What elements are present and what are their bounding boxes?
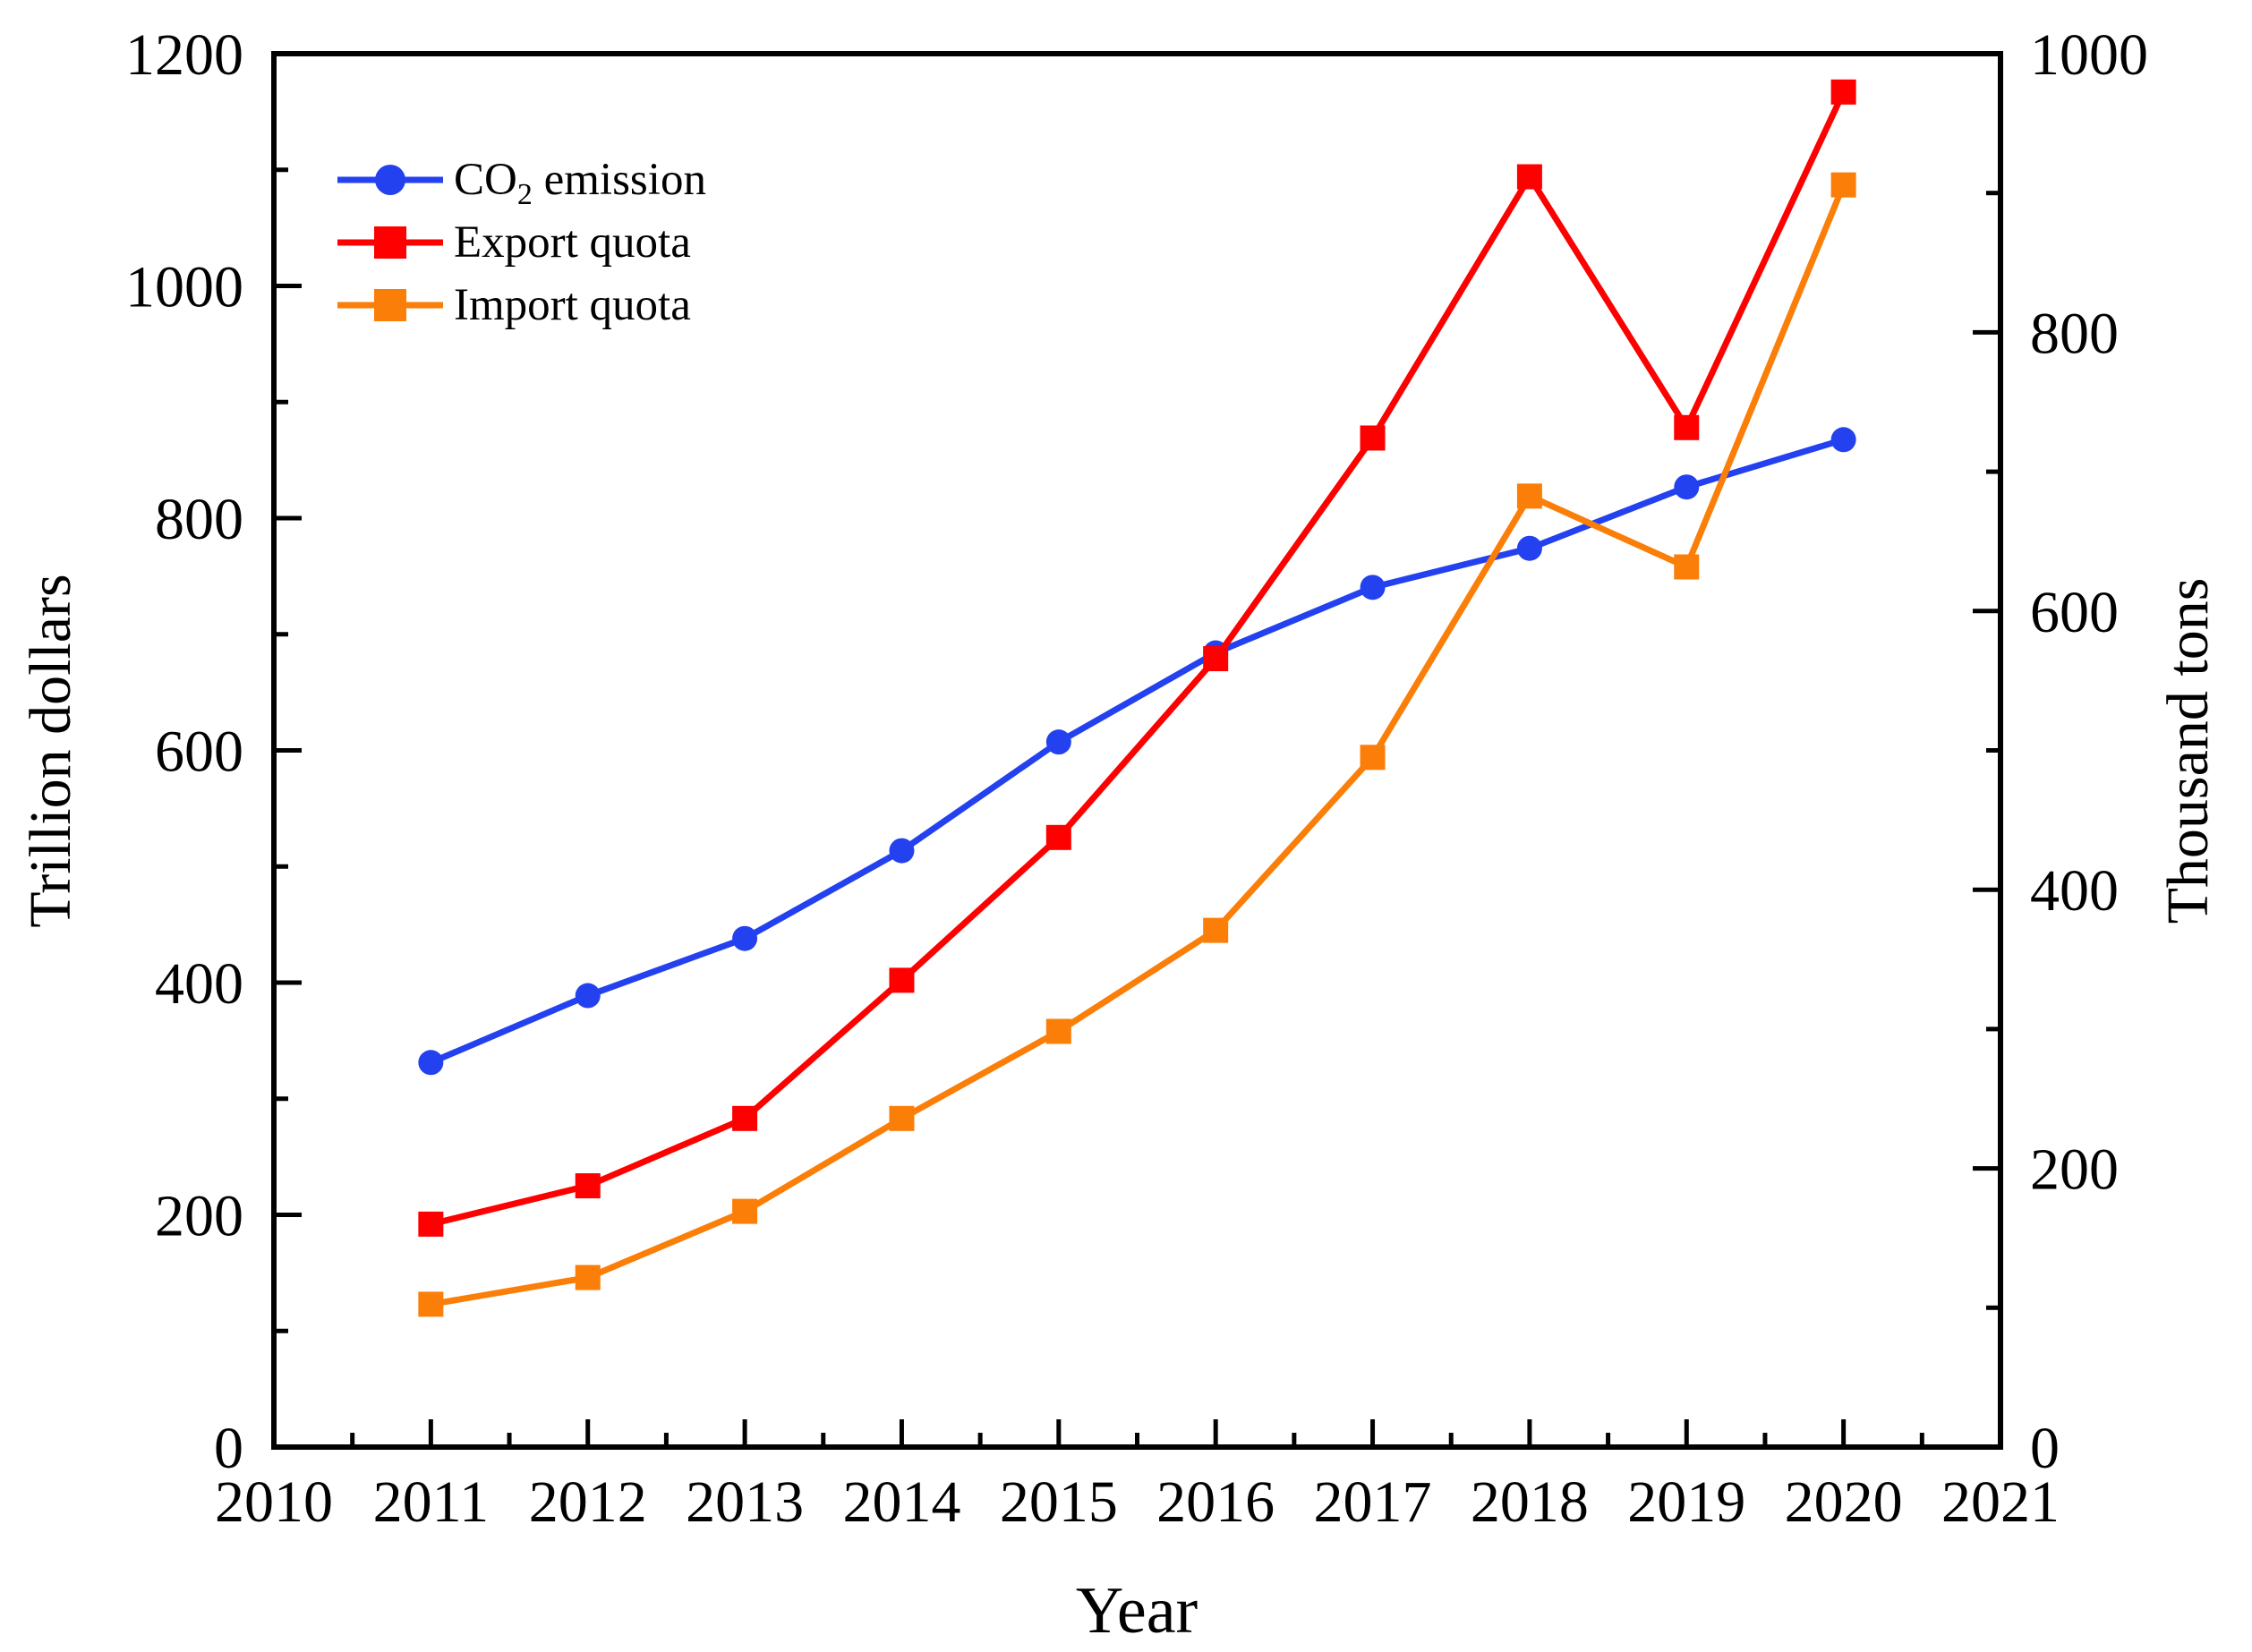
data-point-import-quota-2015: [1045, 1018, 1071, 1044]
x-axis-tick-label: 2020: [1785, 1469, 1903, 1535]
x-axis-tick-label: 2021: [1941, 1469, 2060, 1535]
data-point-import-quota-2012: [575, 1265, 601, 1290]
left-y-axis-tick-label: 800: [155, 487, 243, 552]
data-point-export-quota-2020: [1830, 79, 1856, 105]
right-axis-title: Thousand tons: [2155, 577, 2221, 924]
x-axis-tick-label: 2015: [1000, 1469, 1118, 1535]
legend-label-import-quota: Import quota: [454, 280, 691, 330]
data-point-co2-emission-2012: [575, 983, 601, 1009]
x-axis-tick-label: 2013: [686, 1469, 804, 1535]
data-point-export-quota-2019: [1674, 414, 1700, 440]
series-line-co2-emission: [429, 436, 1845, 1066]
data-point-co2-emission-2018: [1516, 535, 1542, 561]
data-point-import-quota-2017: [1360, 745, 1386, 771]
data-point-import-quota-2016: [1203, 917, 1229, 943]
x-axis-tick-label: 2017: [1314, 1469, 1432, 1535]
data-point-import-quota-2020: [1830, 172, 1856, 198]
x-axis-tick-label: 2019: [1627, 1469, 1745, 1535]
left-y-axis-tick-label: 0: [214, 1416, 243, 1481]
data-point-import-quota-2019: [1674, 554, 1700, 580]
series-line-export-quota: [430, 90, 1847, 1228]
x-axis-tick-label: 2011: [373, 1469, 490, 1535]
legend-item-export-quota: Export quota: [336, 211, 706, 274]
plot-frame: [271, 51, 2003, 1450]
data-point-co2-emission-2015: [1045, 729, 1071, 755]
data-point-co2-emission-2013: [732, 925, 758, 951]
right-y-axis-tick-label: 1000: [2030, 22, 2148, 88]
legend-label-export-quota: Export quota: [454, 217, 691, 268]
left-y-axis-tick-label: 400: [155, 951, 243, 1017]
data-point-export-quota-2013: [732, 1105, 758, 1131]
square-marker-icon: [374, 289, 406, 321]
data-point-import-quota-2011: [418, 1291, 444, 1317]
left-y-axis-tick-label: 200: [155, 1184, 243, 1249]
left-y-axis-tick-label: 600: [155, 720, 243, 785]
square-marker-icon: [374, 226, 406, 259]
x-axis-tick-label: 2010: [215, 1469, 333, 1535]
x-axis-tick-label: 2016: [1156, 1469, 1275, 1535]
data-point-co2-emission-2019: [1674, 474, 1700, 500]
data-point-export-quota-2015: [1045, 824, 1071, 850]
legend-label-co2-suffix: emission: [532, 155, 706, 205]
legend-label-co2-subscript: 2: [516, 178, 533, 212]
legend-swatch-import-quota: [337, 289, 443, 321]
data-point-export-quota-2017: [1360, 425, 1386, 451]
right-y-axis-tick-label: 200: [2030, 1137, 2119, 1203]
legend-swatch-export-quota: [337, 226, 443, 259]
data-point-export-quota-2016: [1203, 645, 1229, 671]
circle-marker-icon: [375, 165, 405, 195]
data-point-export-quota-2018: [1516, 164, 1542, 190]
legend-item-import-quota: Import quota: [336, 274, 706, 336]
legend-item-co2-emission: CO2 emission: [336, 149, 706, 211]
x-axis-tick-label: 2012: [529, 1469, 647, 1535]
legend-label-co2-emission: CO2 emission: [454, 154, 706, 210]
data-point-export-quota-2011: [418, 1211, 444, 1237]
series-line-import-quota: [430, 183, 1847, 1307]
right-y-axis-tick-label: 400: [2030, 858, 2119, 924]
legend: CO2 emission Export quota Import quota: [336, 149, 706, 336]
x-axis-tick-label: 2014: [842, 1469, 960, 1535]
left-y-axis-tick-label: 1000: [125, 255, 243, 320]
legend-label-co2-prefix: CO: [454, 155, 517, 205]
left-axis-title: Trillion dollars: [18, 574, 83, 928]
data-point-co2-emission-2014: [889, 838, 915, 864]
data-point-import-quota-2014: [889, 1105, 915, 1131]
data-point-export-quota-2014: [889, 967, 915, 993]
right-y-axis-tick-label: 600: [2030, 580, 2119, 645]
data-point-import-quota-2018: [1516, 483, 1542, 509]
left-y-axis-tick-label: 1200: [125, 22, 243, 88]
data-point-co2-emission-2017: [1360, 575, 1386, 600]
x-axis-tick-label: 2018: [1471, 1469, 1589, 1535]
right-y-axis-tick-label: 800: [2030, 301, 2119, 366]
data-point-import-quota-2013: [732, 1198, 758, 1224]
data-point-co2-emission-2011: [418, 1050, 444, 1076]
data-point-export-quota-2012: [575, 1173, 601, 1199]
data-point-co2-emission-2020: [1830, 427, 1856, 453]
right-y-axis-tick-label: 0: [2030, 1416, 2060, 1481]
legend-swatch-co2-emission: [337, 165, 443, 195]
x-axis-title: Year: [1075, 1574, 1199, 1648]
